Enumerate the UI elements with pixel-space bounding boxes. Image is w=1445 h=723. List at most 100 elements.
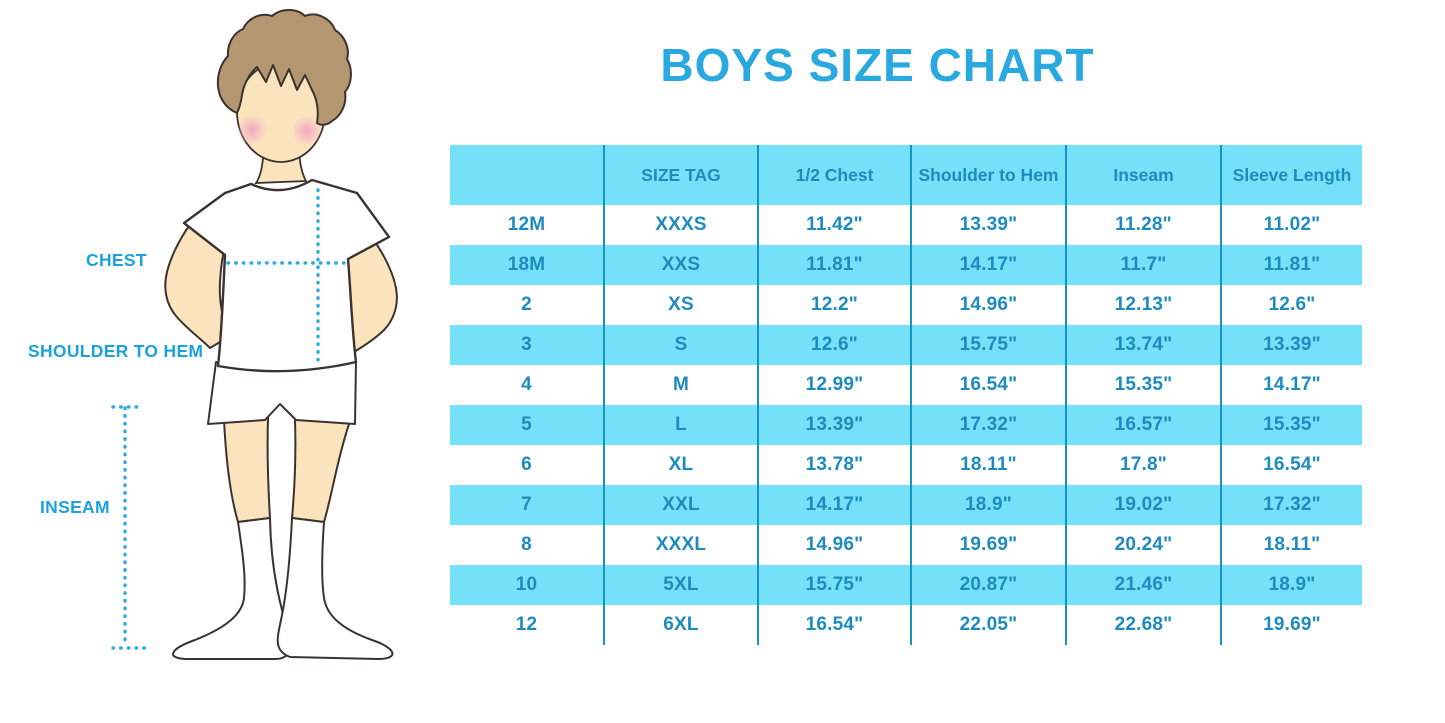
table-cell: 14.17"	[910, 245, 1066, 285]
column-header-inseam: Inseam	[1065, 145, 1221, 205]
table-cell: M	[603, 365, 758, 405]
table-cell: 16.54"	[1220, 445, 1362, 485]
table-cell: S	[603, 325, 758, 365]
table-cell: 21.46"	[1065, 565, 1221, 605]
table-cell: XXS	[603, 245, 758, 285]
table-cell: 18.9"	[910, 485, 1066, 525]
table-cell: 11.7"	[1065, 245, 1221, 285]
table-cell: 18.11"	[910, 445, 1066, 485]
right-sock	[276, 517, 394, 660]
left-sock	[172, 517, 292, 660]
table-cell: 12.99"	[757, 365, 911, 405]
size-cell: 8	[521, 534, 532, 555]
inseam-label: INSEAM	[40, 497, 110, 517]
table-cell: 5XL	[603, 565, 758, 605]
size-cell: 7	[521, 494, 532, 515]
table-row: 4 M 12.99" 16.54" 15.35" 14.17"	[450, 365, 1362, 405]
table-cell: XXL	[603, 485, 758, 525]
table-cell: 11.42"	[757, 205, 911, 245]
table-row: 18M XXS 11.81" 14.17" 11.7" 11.81"	[450, 245, 1362, 285]
table-cell: 22.68"	[1065, 605, 1221, 645]
table-cell: 20.87"	[910, 565, 1066, 605]
column-header-size	[450, 145, 604, 205]
size-cell: 2	[521, 294, 532, 315]
size-table-body: 12M XXXS 11.42" 13.39" 11.28" 11.02" 18M XXS 11.…	[450, 205, 1362, 645]
size-cell: 6	[521, 454, 532, 475]
table-cell: 6XL	[603, 605, 758, 645]
table-cell: XS	[603, 285, 758, 325]
left-leg	[222, 416, 272, 524]
table-cell: 13.39"	[757, 405, 911, 445]
table-row: 5 L 13.39" 17.32" 16.57" 15.35"	[450, 405, 1362, 445]
table-cell: 19.69"	[1220, 605, 1362, 645]
right-leg	[290, 417, 352, 524]
table-cell: 12.6"	[757, 325, 911, 365]
tshirt-shape	[182, 178, 391, 373]
table-cell: 16.57"	[1065, 405, 1221, 445]
table-row: 6 XL 13.78" 18.11" 17.8" 16.54"	[450, 445, 1362, 485]
table-row: 2 XS 12.2" 14.96" 12.13" 12.6"	[450, 285, 1362, 325]
size-cell: 18M	[507, 254, 546, 275]
page-title: BOYS SIZE CHART	[660, 39, 1095, 91]
boy-measurement-illustration	[111, 9, 398, 660]
size-cell: 3	[521, 334, 532, 355]
table-cell: 18.11"	[1220, 525, 1362, 565]
size-cell: 12	[515, 614, 538, 635]
column-header-half-chest: 1/2 Chest	[757, 145, 911, 205]
size-cell: 4	[521, 374, 532, 395]
table-cell: 11.02"	[1220, 205, 1362, 245]
hair-shape	[216, 9, 352, 126]
header-row: SIZE TAG 1/2 Chest Shoulder to Hem Insea…	[450, 145, 1362, 205]
table-cell: 17.8"	[1065, 445, 1221, 485]
table-cell: 19.69"	[910, 525, 1066, 565]
column-header-sleeve-length: Sleeve Length	[1220, 145, 1362, 205]
size-cell: 12M	[507, 214, 546, 235]
size-cell: 10	[515, 574, 538, 595]
table-cell: 12.13"	[1065, 285, 1221, 325]
chest-label: CHEST	[86, 250, 147, 270]
right-cheek	[292, 116, 322, 146]
table-cell: L	[603, 405, 758, 445]
table-cell: 16.54"	[910, 365, 1066, 405]
table-cell: 15.75"	[757, 565, 911, 605]
table-cell: 14.96"	[757, 525, 911, 565]
table-cell: 12.6"	[1220, 285, 1362, 325]
table-cell: 17.32"	[1220, 485, 1362, 525]
table-cell: 14.96"	[910, 285, 1066, 325]
table-cell: 15.75"	[910, 325, 1066, 365]
left-cheek	[237, 115, 267, 145]
column-header-size-tag: SIZE TAG	[603, 145, 758, 205]
table-cell: XL	[603, 445, 758, 485]
table-cell: 13.78"	[757, 445, 911, 485]
size-table: SIZE TAG 1/2 Chest Shoulder to Hem Insea…	[450, 145, 1362, 645]
table-cell: 19.02"	[1065, 485, 1221, 525]
table-cell: 14.17"	[757, 485, 911, 525]
table-cell: 11.81"	[757, 245, 911, 285]
table-row: 8 XXXL 14.96" 19.69" 20.24" 18.11"	[450, 525, 1362, 565]
table-row: 10 5XL 15.75" 20.87" 21.46" 18.9"	[450, 565, 1362, 605]
table-cell: XXXS	[603, 205, 758, 245]
table-row: 12M XXXS 11.42" 13.39" 11.28" 11.02"	[450, 205, 1362, 245]
table-cell: 13.39"	[1220, 325, 1362, 365]
table-cell: 15.35"	[1220, 405, 1362, 445]
table-cell: 11.81"	[1220, 245, 1362, 285]
table-cell: 14.17"	[1220, 365, 1362, 405]
table-cell: XXXL	[603, 525, 758, 565]
table-row: 12 6XL 16.54" 22.05" 22.68" 19.69"	[450, 605, 1362, 645]
table-cell: 17.32"	[910, 405, 1066, 445]
table-cell: 20.24"	[1065, 525, 1221, 565]
table-cell: 18.9"	[1220, 565, 1362, 605]
size-cell: 5	[521, 414, 532, 435]
table-cell: 11.28"	[1065, 205, 1221, 245]
left-arm	[164, 215, 231, 349]
column-header-shoulder-to-hem: Shoulder to Hem	[910, 145, 1066, 205]
table-cell: 13.39"	[910, 205, 1066, 245]
table-row: 7 XXL 14.17" 18.9" 19.02" 17.32"	[450, 485, 1362, 525]
table-cell: 22.05"	[910, 605, 1066, 645]
table-cell: 16.54"	[757, 605, 911, 645]
table-cell: 15.35"	[1065, 365, 1221, 405]
size-table-header: SIZE TAG 1/2 Chest Shoulder to Hem Insea…	[450, 145, 1362, 205]
shoulder-to-hem-label: SHOULDER TO HEM	[28, 341, 204, 361]
table-cell: 12.2"	[757, 285, 911, 325]
